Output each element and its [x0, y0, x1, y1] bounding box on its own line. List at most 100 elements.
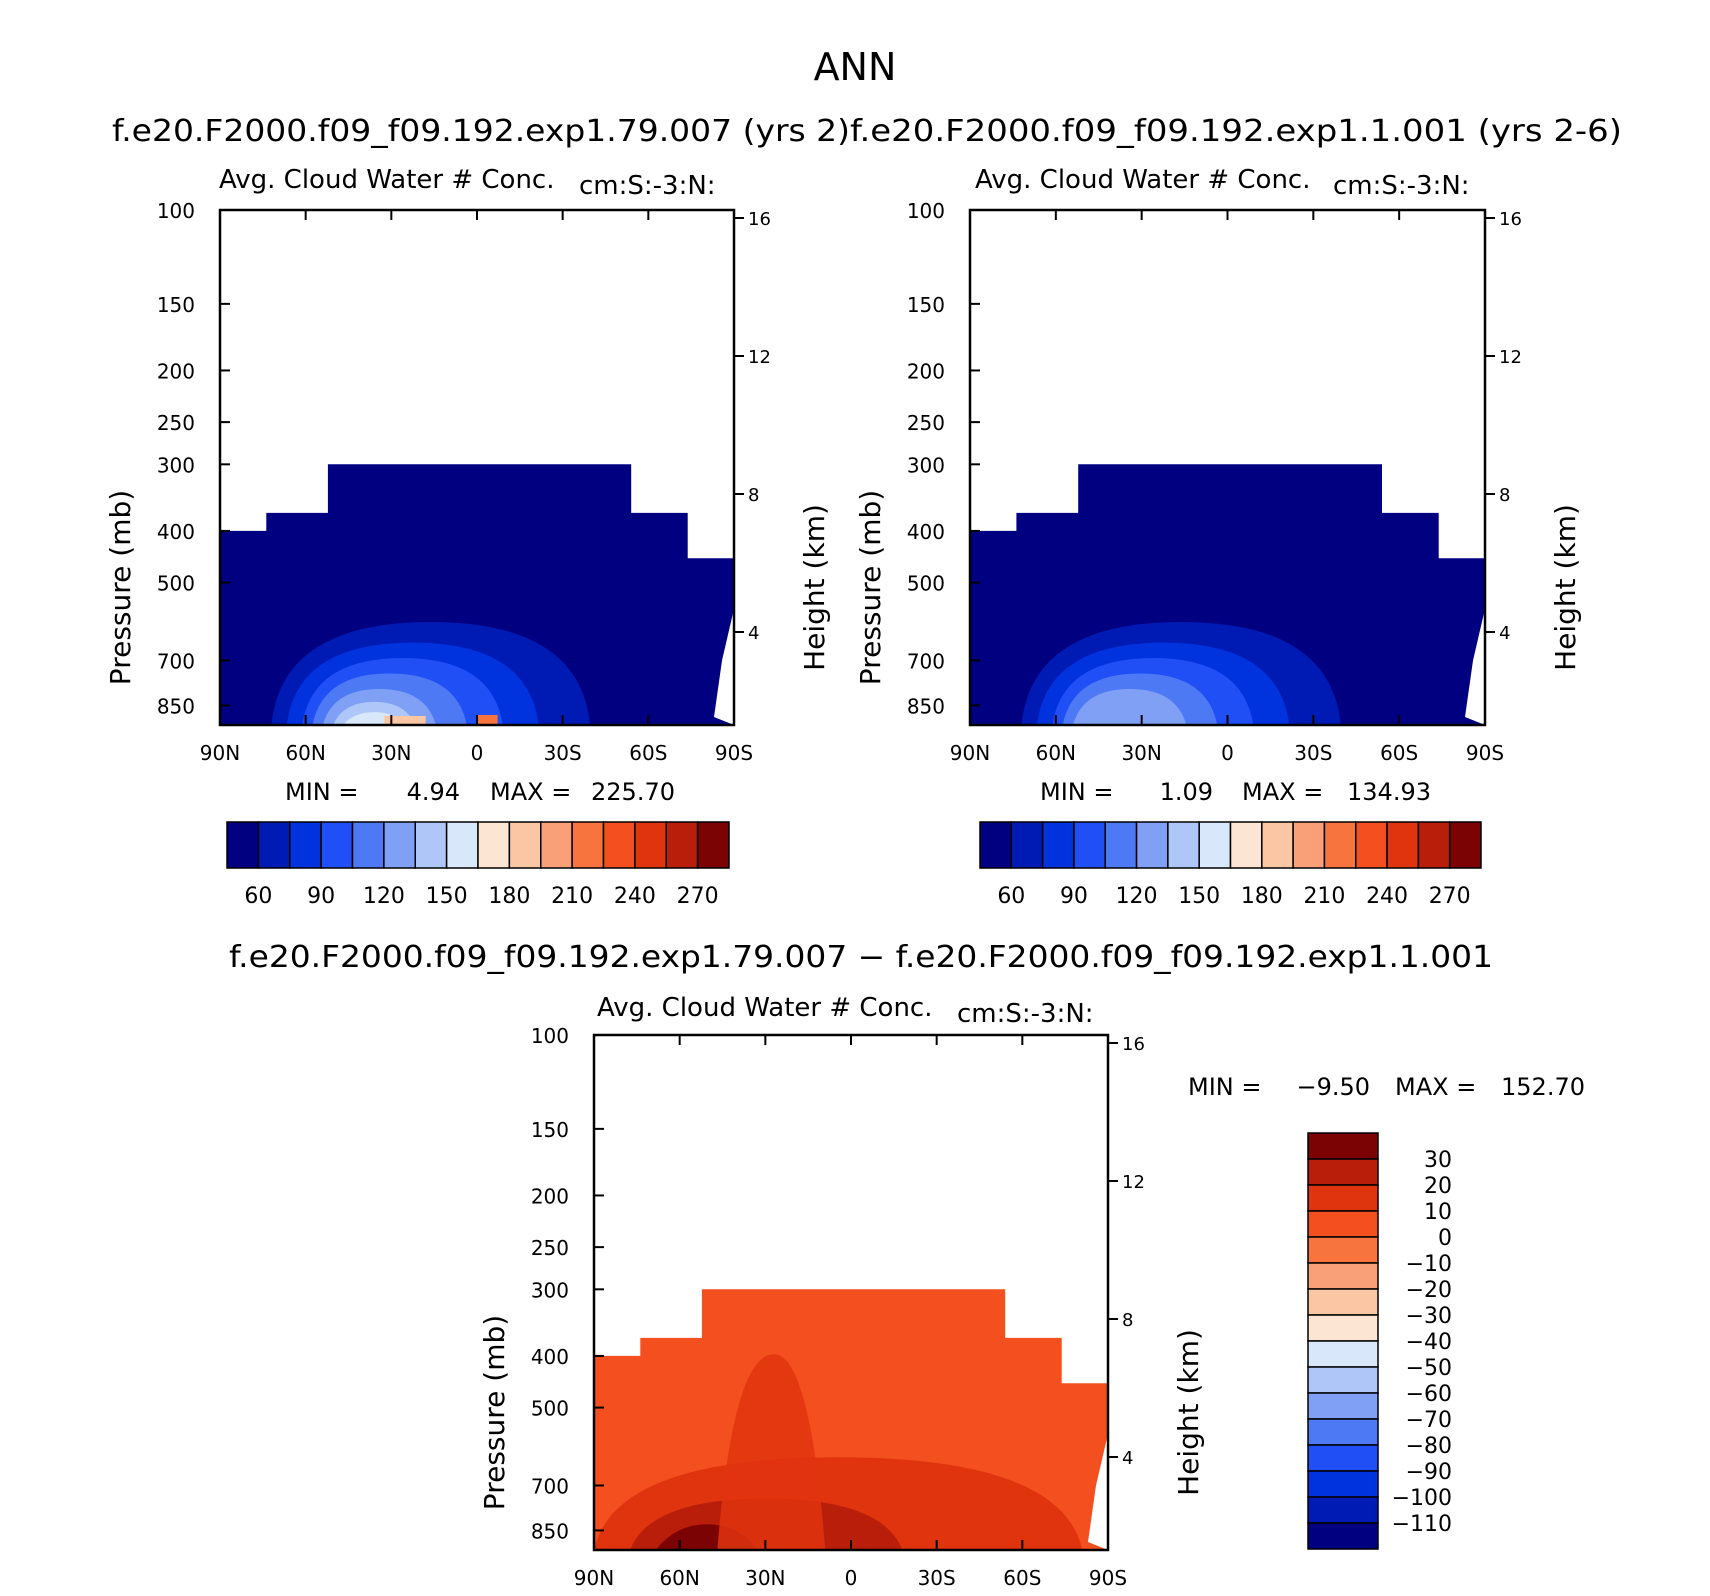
figure-title: ANN [814, 45, 897, 89]
panel3-y2label: Height (km) [1172, 1329, 1205, 1496]
panel1-xtick-label: 0 [471, 741, 484, 765]
panel1-min-value: 4.94 [407, 778, 460, 806]
panel1-colorbar-label: 120 [363, 884, 405, 909]
panel2-field-band [1073, 688, 1187, 725]
panel3-colorbar-swatch [1307, 1262, 1379, 1290]
panel2-colorbar-label: 210 [1303, 884, 1345, 909]
panel1-ytick-label: 150 [157, 293, 195, 317]
panel1-ytick-label: 400 [157, 520, 195, 544]
panel2-xtick-label: 0 [1221, 741, 1234, 765]
panel1-colorbar-swatch [665, 821, 699, 869]
panel3-colorbar-label: −30 [1406, 1304, 1452, 1329]
panel2-xtick-label: 90S [1466, 741, 1504, 765]
panel3-ytick-label: 200 [531, 1184, 569, 1208]
panel3-colorbar-swatch [1307, 1132, 1379, 1160]
panel2-ytick-label: 400 [907, 520, 945, 544]
panel3-ytick-label: 500 [531, 1397, 569, 1421]
panel1-min-label: MIN = [285, 778, 358, 806]
panel1-max-label: MAX = [490, 778, 571, 806]
panel1-variable-title: Avg. Cloud Water # Conc. [219, 165, 555, 195]
panel3-ytick-label: 100 [531, 1024, 569, 1048]
panel1-xtick-label: 90S [715, 741, 753, 765]
panel2-colorbar-swatch [1386, 821, 1420, 869]
panel3-colorbar-swatch [1307, 1340, 1379, 1368]
panel2-min-value: 1.09 [1160, 778, 1213, 806]
panel2-colorbar-swatch [1041, 821, 1075, 869]
panel3-colorbar-label: 20 [1424, 1174, 1452, 1199]
panel2-max-value: 134.93 [1347, 778, 1431, 806]
panel3-colorbar-swatch [1307, 1522, 1379, 1550]
panel3-colorbar-label: −110 [1392, 1512, 1452, 1537]
panel3-field-band [717, 1354, 826, 1550]
panel1-xtick-label: 30N [371, 741, 411, 765]
panel2-xtick-label: 30S [1294, 741, 1332, 765]
panel1-y2tick-label: 12 [748, 347, 771, 368]
panel2-y2tick-label: 12 [1499, 347, 1522, 368]
panel3-ytick-label: 250 [531, 1236, 569, 1260]
panel2-xtick-label: 90N [950, 741, 990, 765]
panel1-colorbar-label: 60 [244, 884, 272, 909]
panel2-colorbar-swatch [1448, 821, 1482, 869]
panel1-field-hot [384, 716, 426, 725]
panel3-colorbar-label: −70 [1406, 1408, 1452, 1433]
panel3-colorbar-swatch [1307, 1314, 1379, 1342]
panel2-colorbar-swatch [1010, 821, 1044, 869]
panel2-variable-title: Avg. Cloud Water # Conc. [975, 165, 1311, 195]
panel3-colorbar-swatch [1307, 1184, 1379, 1212]
panel3-xtick-label: 90N [574, 1566, 614, 1590]
panel2-colorbar-swatch [1135, 821, 1169, 869]
panel2-ylabel: Pressure (mb) [854, 490, 887, 685]
panel3-max-label: MAX = [1395, 1073, 1476, 1101]
panel1-colorbar-swatch [634, 821, 667, 869]
panel2-ytick-label: 700 [907, 649, 945, 673]
panel3-xtick-label: 90S [1089, 1566, 1127, 1590]
panel1-colorbar-swatch [508, 821, 542, 869]
panel1-y2tick-label: 16 [748, 209, 771, 230]
panel1-xtick-label: 30S [544, 741, 582, 765]
panel3-ytick-label: 400 [531, 1345, 569, 1369]
panel2-colorbar-label: 180 [1241, 884, 1283, 909]
panel1-colorbar-label: 240 [614, 884, 656, 909]
panel3-y2tick-label: 12 [1122, 1172, 1145, 1193]
panel2-colorbar-label: 270 [1429, 884, 1471, 909]
panel1-colorbar-swatch [696, 821, 730, 869]
panel2-colorbar-swatch [1292, 821, 1326, 869]
panel2-case-title: f.e20.F2000.f09_f09.192.exp1.1.001 (yrs … [850, 114, 1622, 149]
panel1-colorbar-swatch [257, 821, 291, 869]
panel1-ytick-label: 100 [157, 199, 195, 223]
panel1-colorbar-label: 180 [488, 884, 530, 909]
panel2-y2tick-label: 4 [1499, 623, 1510, 644]
panel1-ytick-label: 300 [157, 453, 195, 477]
panel2-colorbar-swatch [1167, 821, 1200, 869]
panel3-colorbar-swatch [1307, 1236, 1379, 1264]
panel3-colorbar-swatch [1307, 1158, 1379, 1186]
panel2-xtick-label: 60N [1036, 741, 1076, 765]
panel3-colorbar-label: −80 [1406, 1434, 1452, 1459]
panel3-colorbar-swatch [1307, 1470, 1379, 1498]
panel2-ytick-label: 150 [907, 293, 945, 317]
panel2-ytick-label: 500 [907, 572, 945, 596]
panel3-y2tick-label: 4 [1122, 1448, 1133, 1469]
panel1-ytick-label: 250 [157, 411, 195, 435]
panel1-case-title: f.e20.F2000.f09_f09.192.exp1.79.007 (yrs… [112, 114, 850, 149]
panel2-y2tick-label: 16 [1499, 209, 1522, 230]
panel2-colorbar-swatch [1104, 821, 1138, 869]
panel3-ytick-label: 300 [531, 1278, 569, 1302]
panel3-colorbar-label: 10 [1424, 1200, 1452, 1225]
panel2-max-label: MAX = [1242, 778, 1323, 806]
panel1-max-value: 225.70 [591, 778, 675, 806]
panel3-colorbar-swatch [1307, 1288, 1379, 1316]
panel3-ylabel: Pressure (mb) [478, 1315, 511, 1510]
panel1-colorbar-swatch [477, 821, 511, 869]
panel1-ytick-label: 700 [157, 649, 195, 673]
panel1-ytick-label: 850 [157, 694, 195, 718]
panel2-colorbar-swatch [1229, 821, 1263, 869]
panel2-colorbar-swatch [1198, 821, 1232, 869]
panel3-y2tick-label: 16 [1122, 1034, 1145, 1055]
panel1-colorbar-swatch [540, 821, 573, 869]
panel3-colorbar-label: −90 [1406, 1460, 1452, 1485]
panel3-ytick-label: 150 [531, 1118, 569, 1142]
panel2-colorbar-swatch [979, 821, 1013, 869]
panel2-colorbar-swatch [1261, 821, 1294, 869]
